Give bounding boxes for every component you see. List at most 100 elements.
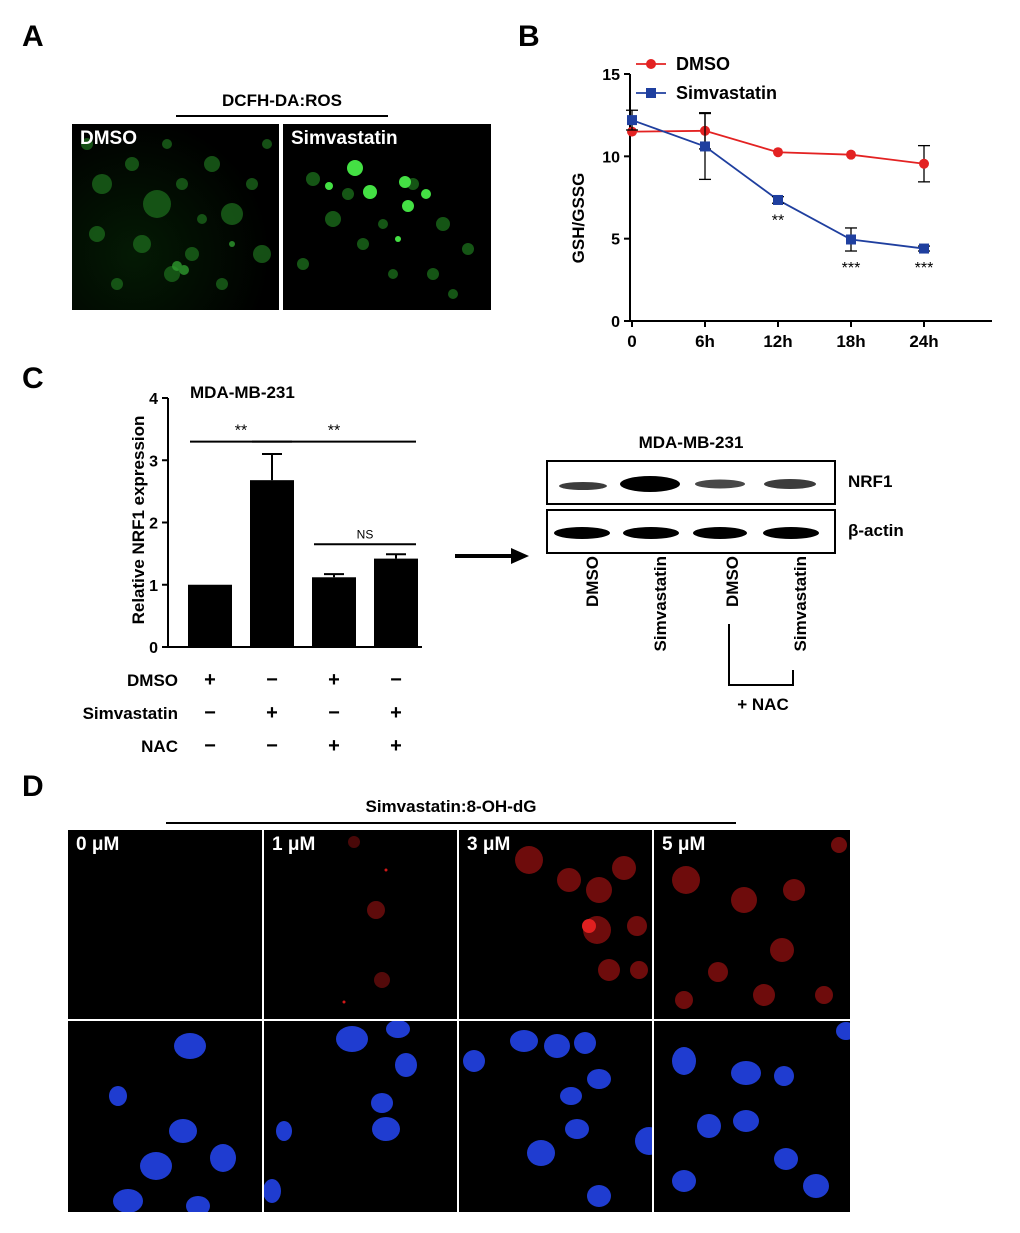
beta-actin-blot	[546, 509, 836, 554]
panel-letter-a: A	[22, 20, 44, 53]
red-foci-3um	[515, 846, 648, 981]
bar	[188, 584, 232, 647]
data-point-simvastatin	[773, 194, 783, 205]
beta-actin-bands	[554, 527, 819, 539]
panel-letter-d: D	[22, 770, 44, 803]
chart-c-y-tick-label: 2	[149, 516, 158, 533]
legend-marker	[646, 88, 656, 98]
arrow-icon	[455, 548, 529, 564]
chart-b-x-tick-label: 18h	[836, 332, 865, 351]
chart-b-y-tick-label: 10	[602, 149, 620, 166]
chart-b-x-tick-label: 6h	[695, 332, 715, 351]
treatment-sign: −	[390, 669, 402, 691]
bar	[250, 480, 294, 647]
chart-b-x-tick-label: 0	[627, 332, 636, 351]
legend-marker	[646, 59, 656, 69]
chart-c-bars	[188, 453, 418, 647]
blue-image-0um	[68, 1021, 262, 1212]
treatment-sign: +	[328, 669, 340, 691]
simvastatin-ros-image: Simvastatin	[283, 124, 491, 310]
panel-d-header-line	[166, 822, 736, 824]
label-5um: 5 μM	[662, 834, 706, 855]
treatment-label: NAC	[141, 737, 178, 756]
chart-b-x-tick-label: 24h	[909, 332, 938, 351]
bar	[312, 577, 356, 647]
lane-label-dmso: DMSO	[583, 556, 602, 607]
chart-c-title: MDA-MB-231	[190, 383, 295, 402]
data-point-dmso	[846, 149, 856, 160]
dmso-image-label: DMSO	[80, 128, 137, 149]
nrf1-bands	[559, 476, 816, 492]
red-image-3um: 3 μM	[459, 830, 652, 1019]
gsh-gssg-line-chart: GSH/GSSG 0 5 10 15 0 6h 12h 18h 24h DMSO Simvasta…	[569, 54, 992, 351]
treatment-label: Simvastatin	[83, 704, 178, 723]
legend-label: Simvastatin	[676, 83, 777, 103]
panel-a-header-line	[176, 115, 388, 117]
western-blot-title: MDA-MB-231	[638, 433, 744, 452]
lane-label-simvastatin-nac: Simvastatin	[791, 556, 810, 651]
significance-label: **	[235, 423, 247, 440]
chart-b-x-tick-label: 12h	[763, 332, 792, 351]
data-point-simvastatin	[846, 234, 856, 245]
blue-image-3um	[459, 1021, 652, 1212]
chart-c-y-tick-label: 4	[149, 391, 158, 408]
blue-image-5um	[654, 1021, 850, 1212]
chart-b-y-axis-label: GSH/GSSG	[569, 173, 588, 264]
treatment-sign: −	[266, 669, 278, 691]
dmso-cells	[81, 138, 272, 290]
nac-bracket	[728, 624, 794, 686]
data-point-simvastatin	[700, 141, 710, 152]
nuclei-3um	[463, 1030, 652, 1207]
label-3um: 3 μM	[467, 834, 511, 855]
dmso-ros-image: DMSO	[72, 124, 279, 310]
data-point-simvastatin	[627, 115, 637, 126]
chart-b-y-tick-label: 5	[611, 232, 620, 249]
beta-actin-band-label: β-actin	[848, 521, 904, 540]
significance-label: NS	[357, 527, 374, 541]
red-image-1um: 1 μM	[264, 830, 457, 1019]
panel-a-header: DCFH-DA:ROS	[222, 91, 342, 110]
treatment-sign: +	[204, 669, 216, 691]
nuclei-5um	[672, 1022, 850, 1198]
label-0um: 0 μM	[76, 834, 120, 855]
significance-label: **	[328, 423, 340, 440]
nrf1-bar-chart: Relative NRF1 expression 0 1 2 3 4 ** ** NS DM…	[83, 391, 422, 757]
significance-mark: ***	[842, 260, 861, 277]
series-line-simvastatin	[631, 119, 925, 250]
western-blot-lane-labels: DMSO Simvastatin DMSO Simvastatin + NAC	[583, 556, 810, 714]
significance-mark: ***	[915, 260, 934, 277]
treatment-sign: +	[390, 702, 402, 724]
treatment-sign: +	[266, 702, 278, 724]
treatment-sign: +	[328, 735, 340, 757]
panel-letter-c: C	[22, 362, 44, 395]
chart-c-treatment-rows: DMSO + − + − Simvastatin − + − + NAC − − + +	[83, 669, 402, 757]
panel-letter-b: B	[518, 20, 540, 53]
data-point-dmso	[773, 147, 783, 158]
lane-label-dmso-nac: DMSO	[723, 556, 742, 607]
chart-c-y-tick-label: 0	[149, 640, 158, 657]
chart-c-significance: ** ** NS	[190, 423, 416, 546]
chart-b-annotations: ***** ***	[772, 212, 934, 277]
bar	[374, 558, 418, 647]
nuclei-0um	[109, 1033, 236, 1212]
treatment-sign: +	[390, 735, 402, 757]
chart-b-y-tick-label: 15	[602, 67, 620, 84]
treatment-sign: −	[204, 702, 216, 724]
red-foci-1um	[342, 836, 390, 1004]
data-point-simvastatin	[919, 243, 929, 254]
treatment-sign: −	[266, 735, 278, 757]
nuclei-1um	[264, 1021, 417, 1203]
red-foci-5um	[672, 837, 847, 1009]
legend-label: DMSO	[676, 54, 730, 74]
chart-b-ticks: 0 5 10 15 0 6h 12h 18h 24h	[602, 67, 938, 351]
treatment-sign: −	[328, 702, 340, 724]
treatment-label: DMSO	[127, 671, 178, 690]
lane-label-simvastatin: Simvastatin	[651, 556, 670, 651]
nac-group-label: + NAC	[737, 695, 788, 714]
simvastatin-cells	[297, 160, 474, 299]
treatment-sign: −	[204, 735, 216, 757]
data-point-dmso	[919, 158, 929, 169]
nrf1-blot	[546, 460, 836, 505]
panel-d-image-grid: 0 μM 1 μM 3 μM 5 μM	[68, 830, 850, 1212]
nrf1-band-label: NRF1	[848, 472, 893, 491]
